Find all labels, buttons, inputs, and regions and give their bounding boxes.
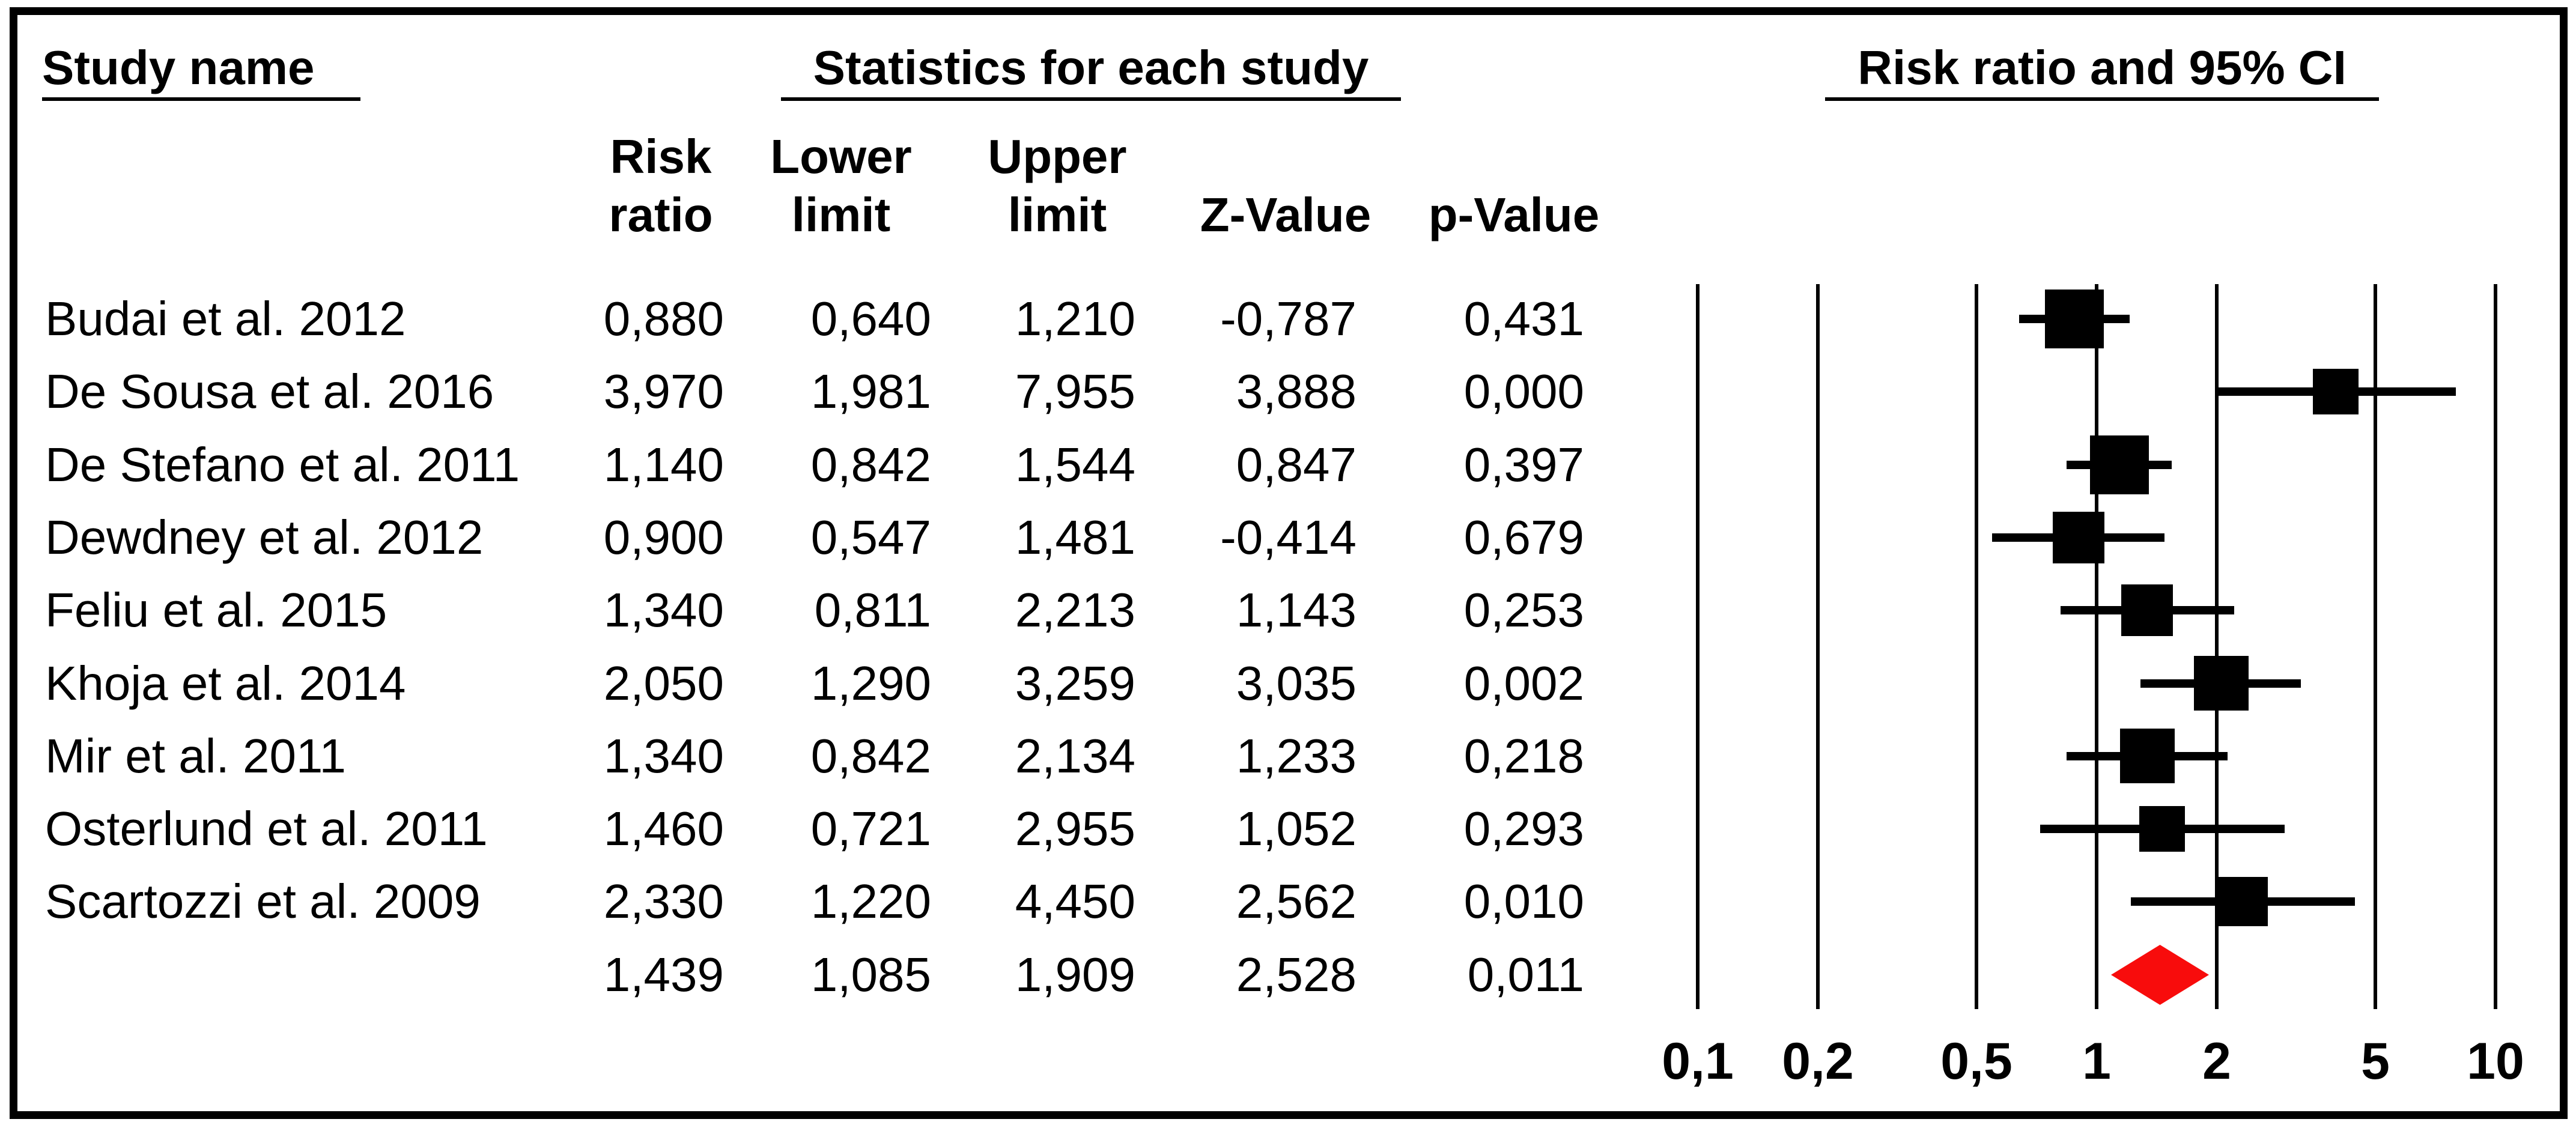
stat-value-cell: 2,562 [1236,875,1356,928]
effect-size-square [2121,584,2173,636]
stat-value-cell: 1,052 [1236,802,1356,855]
axis-gridline [2374,284,2377,1009]
axis-gridline [2494,284,2497,1009]
stat-value-cell: 0,011 [1467,948,1584,1001]
effect-size-square [2219,877,2268,926]
effect-size-square [2053,512,2104,563]
axis-gridline [2215,284,2219,1009]
stat-value-cell: 0,000 [1463,365,1584,418]
axis-gridline [1816,284,1820,1009]
stat-value-cell: 0,679 [1463,511,1584,564]
statistics-section-title: Statistics for each study [781,42,1401,101]
stat-value-cell: 1,210 [1015,292,1135,345]
stat-value-cell: 0,431 [1463,292,1584,345]
stat-value-cell: 1,544 [1015,438,1135,491]
stat-value-cell: 0,010 [1463,875,1584,928]
stat-value-cell: 0,547 [810,511,931,564]
axis-gridline [1696,284,1700,1009]
stat-value-cell: -0,414 [1220,511,1356,564]
stat-value-cell: 0,811 [814,583,931,637]
stat-value-cell: 1,340 [603,729,724,783]
axis-gridline [2095,284,2098,1009]
stat-value-cell: 0,842 [810,729,931,783]
stat-value-cell: 3,888 [1236,365,1356,418]
stat-value-cell: 1,140 [603,438,724,491]
stat-value-cell: 0,880 [603,292,724,345]
stat-value-cell: 2,050 [603,657,724,710]
stat-value-cell: 0,253 [1463,583,1584,637]
stat-value-cell: 2,213 [1015,583,1135,637]
effect-size-square [2090,435,2149,494]
column-header: Upper limit [988,130,1127,241]
figure-border [10,7,2568,1119]
column-header: Lower limit [770,130,912,241]
stat-value-cell: 1,909 [1015,948,1135,1001]
study-name-cell: Dewdney et al. 2012 [45,511,484,564]
stat-value-cell: 0,002 [1463,657,1584,710]
stat-value-cell: 2,528 [1236,948,1356,1001]
stat-value-cell: 0,293 [1463,802,1584,855]
column-header: Z-Value [1200,188,1372,241]
stat-value-cell: 1,220 [810,875,931,928]
study-name-cell: Mir et al. 2011 [45,729,346,783]
stat-value-cell: 2,955 [1015,802,1135,855]
stat-value-cell: 0,640 [810,292,931,345]
stat-value-cell: 0,397 [1463,438,1584,491]
axis-tick-label: 0,5 [1940,1033,2012,1090]
stat-value-cell: 1,143 [1236,583,1356,637]
stat-value-cell: 4,450 [1015,875,1135,928]
axis-gridline [1975,284,1978,1009]
effect-size-square [2139,806,2185,852]
stat-value-cell: 1,981 [810,365,931,418]
effect-size-square [2045,290,2104,348]
stat-value-cell: 1,439 [603,948,724,1001]
axis-tick-label: 5 [2361,1033,2390,1090]
effect-size-square [2194,656,2249,711]
stat-value-cell: 7,955 [1015,365,1135,418]
study-name-column-title: Study name [42,42,360,101]
stat-value-cell: -0,787 [1220,292,1356,345]
stat-value-cell: 1,290 [810,657,931,710]
axis-tick-label: 1 [2082,1033,2111,1090]
study-name-cell: De Sousa et al. 2016 [45,365,494,418]
stat-value-cell: 1,460 [603,802,724,855]
stat-value-cell: 1,233 [1236,729,1356,783]
column-header: p-Value [1428,188,1600,241]
stat-value-cell: 1,340 [603,583,724,637]
stat-value-cell: 3,259 [1015,657,1135,710]
effect-size-square [2313,369,2359,414]
axis-tick-label: 0,2 [1782,1033,1854,1090]
study-name-cell: Scartozzi et al. 2009 [45,875,481,928]
stat-value-cell: 0,218 [1463,729,1584,783]
stat-value-cell: 0,721 [810,802,931,855]
axis-tick-label: 2 [2202,1033,2231,1090]
stat-value-cell: 1,085 [810,948,931,1001]
stat-value-cell: 3,970 [603,365,724,418]
study-name-cell: Budai et al. 2012 [45,292,406,345]
stat-value-cell: 0,847 [1236,438,1356,491]
stat-value-cell: 2,134 [1015,729,1135,783]
column-header: Risk ratio [609,130,713,241]
stat-value-cell: 0,842 [810,438,931,491]
plot-section-title: Risk ratio and 95% CI [1825,42,2379,101]
axis-tick-label: 0,1 [1662,1033,1734,1090]
study-name-cell: De Stefano et al. 2011 [45,438,520,491]
stat-value-cell: 1,481 [1015,511,1135,564]
stat-value-cell: 3,035 [1236,657,1356,710]
effect-size-square [2120,729,2175,783]
stat-value-cell: 2,330 [603,875,724,928]
study-name-cell: Osterlund et al. 2011 [45,802,488,855]
study-name-cell: Khoja et al. 2014 [45,657,406,710]
axis-tick-label: 10 [2467,1033,2524,1090]
study-name-cell: Feliu et al. 2015 [45,583,387,637]
stat-value-cell: 0,900 [603,511,724,564]
